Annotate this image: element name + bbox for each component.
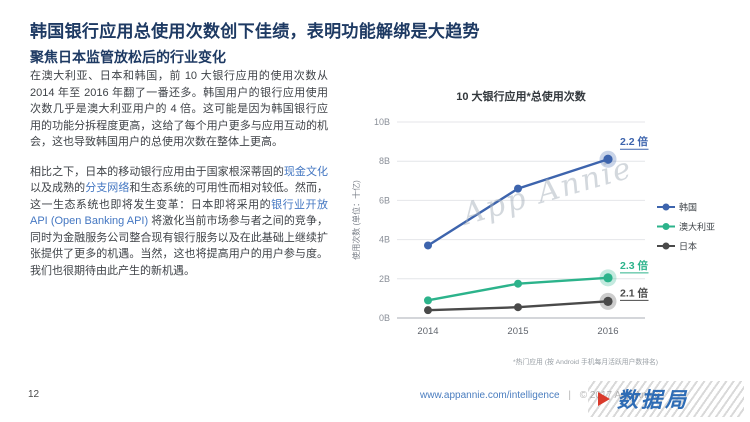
chart-point <box>424 241 432 250</box>
y-tick-label: 6B <box>379 195 390 205</box>
chart-point <box>603 273 613 283</box>
page-title: 韩国银行应用总使用次数创下佳绩，表明功能解绑是大趋势 <box>30 22 480 41</box>
y-tick-label: 10B <box>374 117 390 127</box>
chart-point <box>514 279 522 288</box>
footer-copyright: © 2017 App Annie <box>579 390 660 401</box>
y-tick-label: 8B <box>379 156 390 166</box>
chart-point <box>603 296 613 306</box>
header: 韩国银行应用总使用次数创下佳绩，表明功能解绑是大趋势 聚焦日本监管放松后的行业变… <box>30 17 630 67</box>
paragraph: 在澳大利亚、日本和韩国，前 10 大银行应用的使用次数从 2014 年至 201… <box>30 68 328 151</box>
inline-link[interactable]: 现金文化 <box>283 165 329 178</box>
legend-dot <box>662 203 670 211</box>
footer-separator: | <box>568 390 571 401</box>
body-text: 在澳大利亚、日本和韩国，前 10 大银行应用的使用次数从 2014 年至 201… <box>30 68 328 279</box>
chart-line <box>427 158 609 247</box>
multiplier-label: 2.3 倍 <box>620 259 649 272</box>
page-number: 12 <box>28 389 40 400</box>
y-tick-label: 2B <box>379 274 390 284</box>
legend-dot <box>662 242 670 250</box>
y-tick-label: 4B <box>379 235 390 245</box>
y-axis-label: 使用次数 (单位：十亿) <box>351 180 361 260</box>
chart-point <box>514 184 522 193</box>
multiplier-label: 2.2 倍 <box>620 135 649 148</box>
text-segment: 在澳大利亚、日本和韩国，前 10 大银行应用的使用次数从 2014 年至 201… <box>30 70 328 148</box>
y-tick-label: 0B <box>379 313 390 323</box>
chart-point <box>603 154 613 164</box>
text-segment: 和生态系统的可用性而相对较低。然而，这一生态系统也即将发生变革：日本即将采用的 <box>30 182 329 211</box>
play-triangle-icon <box>598 392 610 406</box>
page-subtitle: 聚焦日本监管放松后的行业变化 <box>30 49 226 65</box>
watermark-logo: 数据局 <box>588 381 744 417</box>
footer: www.appannie.com/intelligence | © 2017 A… <box>420 390 660 401</box>
chart-point <box>514 303 522 312</box>
paragraph: 相比之下，日本的移动银行应用由于国家根深蒂固的现金文化以及成熟的分支网络和生态系… <box>30 164 328 280</box>
legend-dot <box>662 223 670 230</box>
legend-label: 日本 <box>679 241 697 252</box>
text-segment: 相比之下，日本的移动银行应用由于国家根深蒂固的 <box>30 165 284 178</box>
x-tick-label: 2015 <box>507 326 528 337</box>
inline-link[interactable]: 分支网络 <box>85 182 130 194</box>
watermark-logo-text: 数据局 <box>617 389 689 412</box>
chart-title: 10 大银行应用*总使用次数 <box>456 89 587 103</box>
x-tick-label: 2014 <box>417 326 438 337</box>
text-segment: 以及成熟的 <box>30 182 86 194</box>
legend-label: 澳大利亚 <box>679 221 715 232</box>
legend-label: 韩国 <box>679 202 697 213</box>
chart-footnote: *热门应用 (按 Android 手机每月活跃用户数排名) <box>512 359 658 366</box>
x-tick-label: 2016 <box>597 326 618 337</box>
multiplier-label: 2.1 倍 <box>620 286 649 299</box>
text-segment: 将激化当前市场参与者之间的竞争，同时为金融服务公司整合现有银行服务以及在此基础上… <box>30 215 328 277</box>
chart-section: 0B 2B 4B 6B 8B 10B 10 大银行应用*总使用次数使用次数 (单位：十亿) 2… <box>345 84 750 384</box>
footer-link[interactable]: www.appannie.com/intelligence <box>420 390 560 401</box>
chart-point <box>424 296 432 305</box>
inline-link[interactable]: 银行业开放 API (Open Banking API) <box>30 198 329 228</box>
chart-point <box>424 306 432 315</box>
